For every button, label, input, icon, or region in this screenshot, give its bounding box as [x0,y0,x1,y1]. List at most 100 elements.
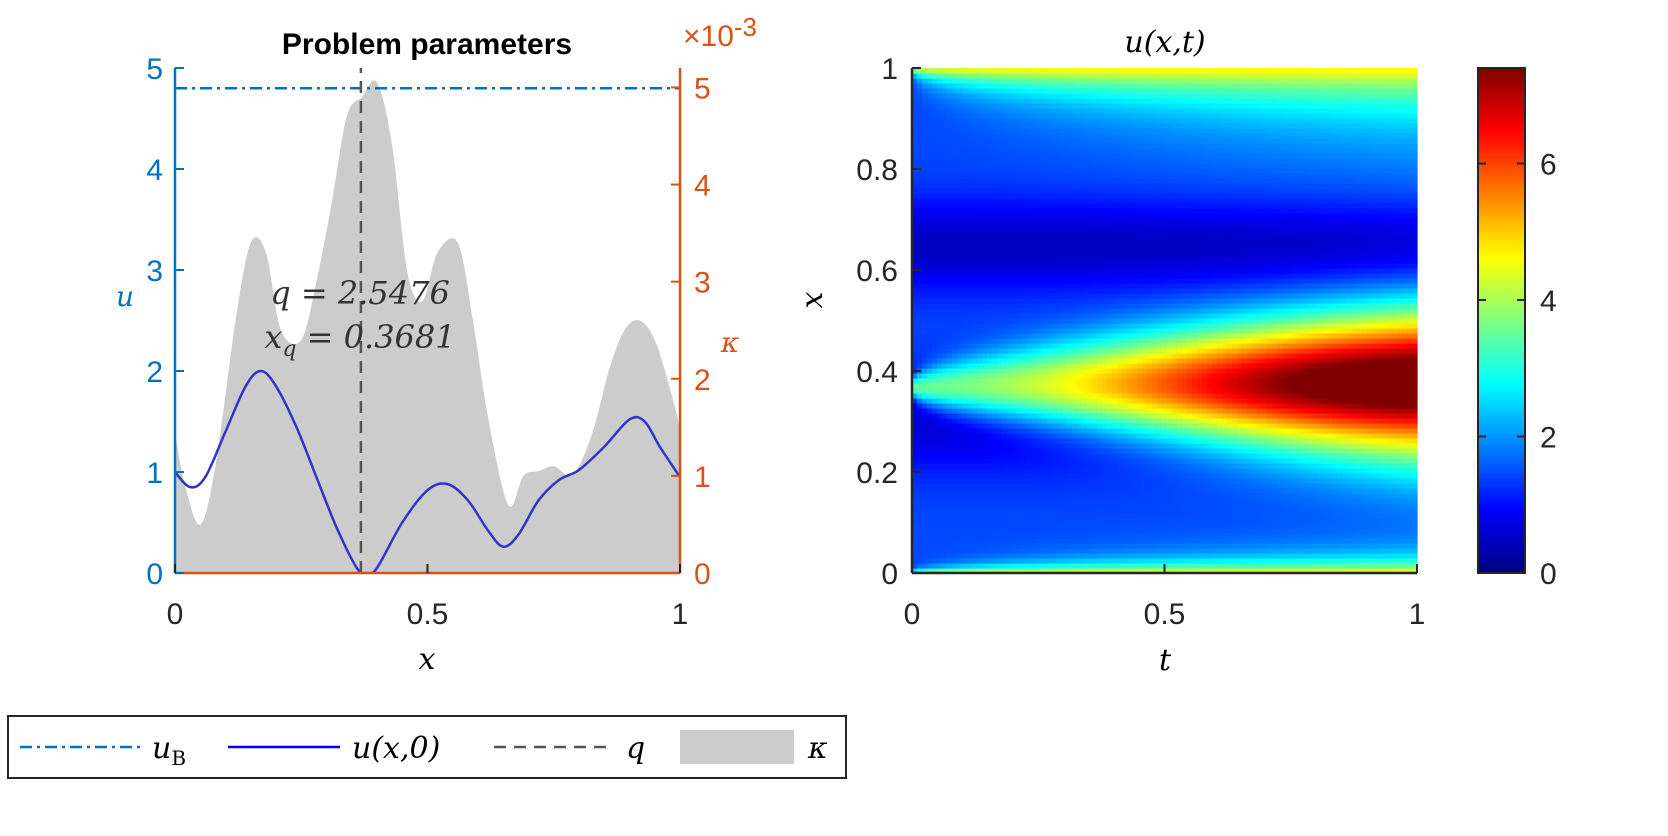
heatmap-cell [1142,158,1148,164]
heatmap-cell [982,498,988,504]
heatmap-cell [1097,308,1103,314]
heatmap-cell [952,158,958,164]
heatmap-cell [967,343,973,349]
heatmap-cell [1022,278,1028,284]
heatmap-cell [1102,188,1108,194]
heatmap-cell [1007,243,1013,249]
heatmap-cell [1037,278,1043,284]
heatmap-cell [1037,468,1043,474]
heatmap-cell [1022,318,1028,324]
heatmap-cell [1032,493,1038,499]
heatmap-cell [1027,263,1033,269]
heatmap-cell [1017,123,1023,129]
heatmap-cell [1062,318,1068,324]
heatmap-cell [1107,118,1113,124]
heatmap-cell [967,493,973,499]
heatmap-cell [1027,253,1033,259]
heatmap-cell [942,563,948,569]
heatmap-cell [1067,113,1073,119]
heatmap-cell [977,463,983,469]
heatmap-cell [952,423,958,429]
heatmap-cell [1112,238,1118,244]
heatmap-cell [997,353,1003,359]
heatmap-cell [957,283,963,289]
heatmap-cell [1097,153,1103,159]
heatmap-cell [1132,278,1138,284]
heatmap-cell [1097,173,1103,179]
heatmap-cell [957,328,963,334]
heatmap-cell [1032,388,1038,394]
heatmap-cell [1047,83,1053,89]
heatmap-cell [1097,358,1103,364]
heatmap-cell [947,393,953,399]
heatmap-cell [1017,258,1023,264]
heatmap-cell [1012,138,1018,144]
heatmap-cell [952,383,958,389]
heatmap-cell [947,283,953,289]
heatmap-cell [1047,518,1053,524]
heatmap-cell [1097,478,1103,484]
heatmap-cell [937,428,943,434]
heatmap-cell [912,93,918,99]
heatmap-cell [937,503,943,509]
heatmap-cell [1142,253,1148,259]
heatmap-cell [1062,478,1068,484]
heatmap-cell [932,68,938,74]
heatmap-cell [967,373,973,379]
heatmap-cell [1047,413,1053,419]
heatmap-cell [992,523,998,529]
heatmap-cell [1092,188,1098,194]
heatmap-cell [1077,368,1083,374]
heatmap-cell [912,553,918,559]
heatmap-cell [997,218,1003,224]
heatmap-cell [1017,503,1023,509]
heatmap-cell [1027,238,1033,244]
heatmap-cell [1122,103,1128,109]
heatmap-cell [1142,248,1148,254]
heatmap-cell [1082,168,1088,174]
heatmap-cell [952,218,958,224]
heatmap-cell [957,483,963,489]
heatmap-cell [1137,448,1143,454]
heatmap-cell [1092,288,1098,294]
heatmap-cell [1087,263,1093,269]
heatmap-cell [997,78,1003,84]
heatmap-cell [1012,453,1018,459]
heatmap-cell [952,543,958,549]
heatmap-cell [917,123,923,129]
heatmap-cell [922,278,928,284]
heatmap-cell [1082,268,1088,274]
heatmap-cell [1012,238,1018,244]
heatmap-cell [1117,138,1123,144]
heatmap-cell [1082,128,1088,134]
heatmap-cell [1072,218,1078,224]
heatmap-cell [957,428,963,434]
heatmap-cell [1142,208,1148,214]
heatmap-cell [1147,308,1153,314]
heatmap-cell [1127,428,1133,434]
heatmap-cell [1022,398,1028,404]
heatmap-cell [997,333,1003,339]
heatmap-cell [1047,493,1053,499]
heatmap-cell [1117,228,1123,234]
heatmap-cell [1032,333,1038,339]
heatmap-cell [1132,478,1138,484]
heatmap-cell [1107,493,1113,499]
heatmap-cell [1002,328,1008,334]
heatmap-cell [1122,448,1128,454]
heatmap-cell [1007,323,1013,329]
heatmap-cell [912,383,918,389]
heatmap-cell [972,93,978,99]
heatmap-cell [1037,323,1043,329]
heatmap-cell [987,553,993,559]
heatmap-cell [1107,98,1113,104]
heatmap-cell [1127,448,1133,454]
heatmap-cell [1112,383,1118,389]
heatmap-cell [1132,543,1138,549]
heatmap-cell [1127,158,1133,164]
heatmap-cell [1077,143,1083,149]
heatmap-cell [1137,128,1143,134]
heatmap-cell [1027,308,1033,314]
heatmap-cell [1072,473,1078,479]
heatmap-cell [947,528,953,534]
